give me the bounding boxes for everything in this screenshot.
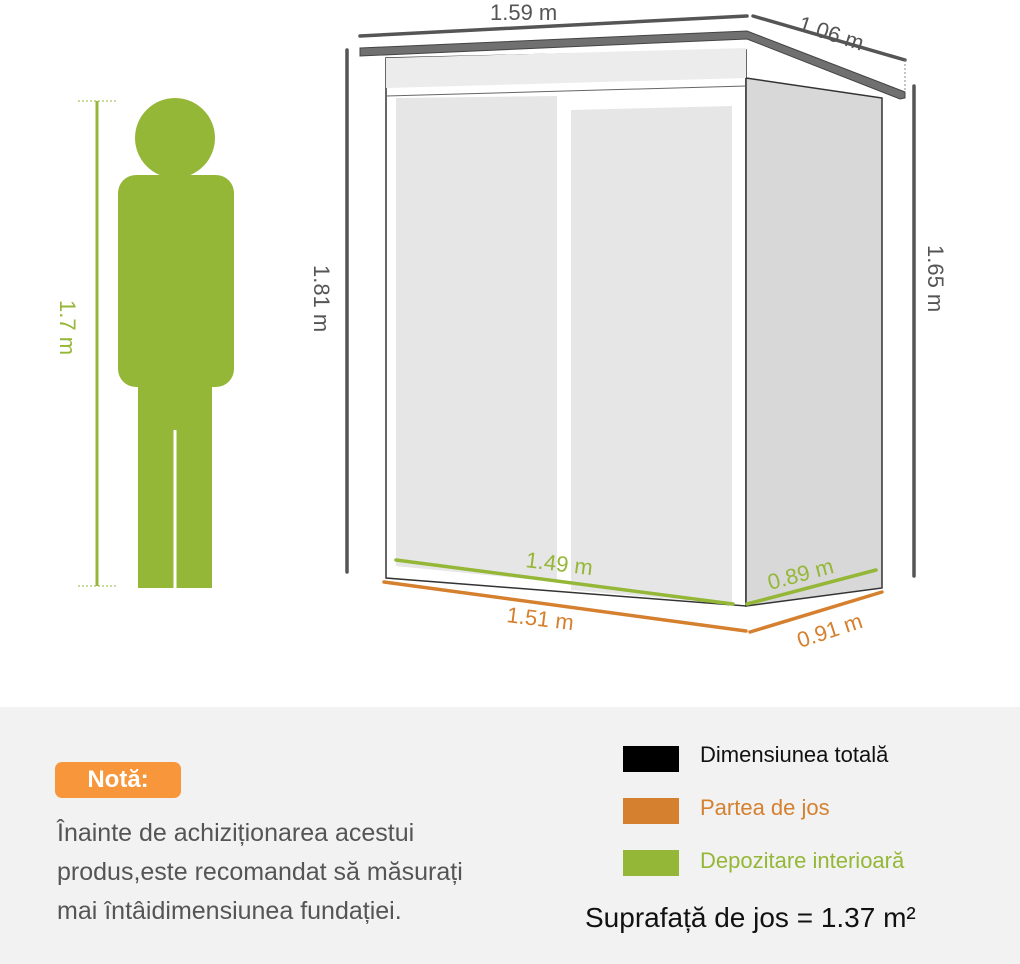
person-body	[118, 175, 234, 387]
bottom-dimension-lines	[382, 580, 884, 634]
shed	[359, 30, 906, 607]
note-line: mai întâidimensiunea fundației.	[57, 897, 402, 925]
depth-total-label: 1.06 m	[795, 11, 867, 56]
shed-roof	[359, 30, 906, 100]
shed-left-panel	[396, 96, 557, 582]
note-badge: Notă:	[55, 762, 181, 798]
legend-swatch-total	[623, 746, 679, 772]
height-back-label: 1.65 m	[923, 245, 948, 312]
info-panel	[0, 707, 1020, 964]
note-text: Înainte de achiziționarea acestui produs…	[57, 814, 577, 931]
legend-swatch-bottom	[623, 798, 679, 824]
note-line: produs,este recomandat să măsurați	[57, 858, 463, 886]
legend-label-bottom: Partea de jos	[700, 795, 830, 820]
person-silhouette	[118, 98, 234, 588]
shed-dimension-diagram: 1.7 m 1.59 m 1.06 m 1.81 m 1.65 m 1.49 m…	[55, 0, 948, 653]
person-height-line	[78, 100, 116, 587]
width-total-label: 1.59 m	[490, 0, 557, 25]
legend-label-interior: Depozitare interioară	[700, 848, 905, 873]
height-front-label: 1.81 m	[309, 265, 334, 332]
person-height-label: 1.7 m	[55, 300, 80, 355]
total-dimension-lines	[345, 14, 916, 578]
person-head	[135, 98, 215, 178]
interior-dimension-lines	[394, 558, 878, 606]
shed-door	[571, 106, 732, 604]
legend-swatch-interior	[623, 850, 679, 876]
note-line: Înainte de achiziționarea acestui	[57, 819, 415, 847]
legend-label-total: Dimensiunea totală	[700, 742, 889, 767]
floor-area-text: Suprafață de jos = 1.37 m²	[585, 902, 916, 933]
